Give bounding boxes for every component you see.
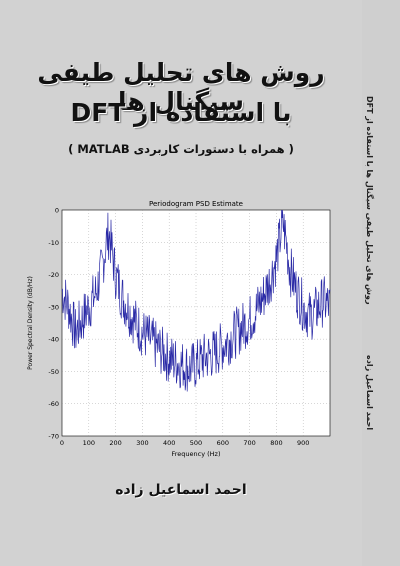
x-tick-label: 100 [83,439,95,447]
x-axis-label: Frequency (Hz) [171,450,220,458]
cover-author: احمد اسماعیل زاده [115,482,247,498]
y-tick-label: -20 [48,271,59,279]
cover-title-line-1: روش های تحلیل طیفی سیگنال ها [37,58,325,116]
x-tick-label: 900 [297,439,309,447]
y-axis-label: Power Spectral Density (dB/Hz) [27,276,34,370]
psd-figure: Periodogram PSD Estimate 0 100 200 300 400 500… [22,196,340,474]
plot-area [61,209,331,437]
x-tick-label: 500 [190,439,202,447]
x-tick-label: 800 [270,439,282,447]
spine-title: روش های تحلیل طیفی سیگنال ها با استفاده … [365,96,374,305]
psd-series-line [61,209,331,392]
cover-subtitle: ( همراه با دستورات کاربردی MATLAB ) [68,142,294,156]
psd-chart: Periodogram PSD Estimate 0 100 200 300 400 500… [27,200,331,458]
chart-title: Periodogram PSD Estimate [149,200,243,208]
x-tick-label: 300 [136,439,148,447]
spine-author: احمد اسماعیل زاده [365,355,374,431]
y-tick-label: -10 [48,239,59,247]
y-tick-label: -70 [48,433,59,441]
x-tick-label: 400 [163,439,175,447]
y-tick-label: -30 [48,303,59,311]
x-tick-label: 700 [243,439,255,447]
y-tick-label: -50 [48,368,59,376]
x-tick-label: 0 [60,439,64,447]
y-tick-label: -40 [48,336,59,344]
cover-title-line-2: با استفاده از DFT [70,98,292,127]
x-tick-label: 600 [217,439,229,447]
y-tick-label: 0 [55,207,59,215]
y-tick-label: -60 [48,400,59,408]
x-tick-label: 200 [109,439,121,447]
book-spine [362,0,400,566]
